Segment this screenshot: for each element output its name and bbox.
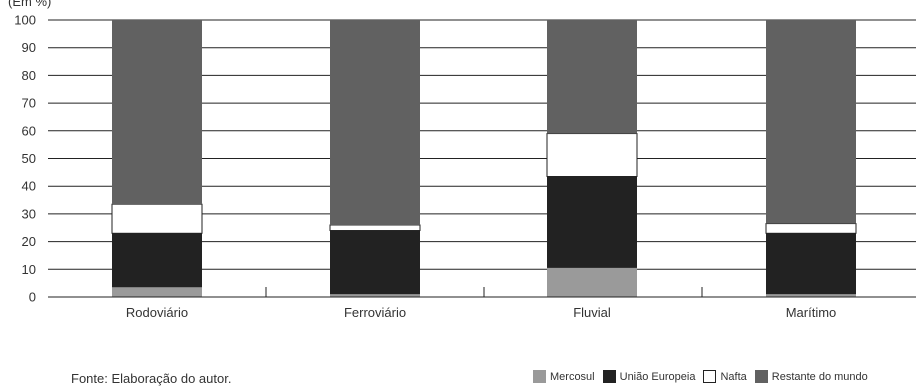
bar-segment: [112, 20, 202, 205]
legend-item: Nafta: [703, 370, 747, 383]
y-tick-label: 80: [22, 68, 36, 83]
bar-segment: [330, 230, 420, 295]
x-tick-label: Rodoviário: [126, 305, 188, 320]
bar-segment: [547, 176, 637, 268]
bar-segment: [112, 287, 202, 297]
y-tick-label: 20: [22, 234, 36, 249]
y-tick-label: 0: [29, 290, 36, 305]
legend-item: União Europeia: [602, 370, 696, 383]
bar-segment: [547, 20, 637, 134]
legend-swatch: [754, 370, 768, 383]
legend-label: Mercosul: [550, 370, 595, 383]
y-tick-labels: 0 10 20 30 40 50 60 70 80 90 100: [14, 13, 36, 305]
unit-label: (Em %): [8, 0, 52, 9]
bar-segment: [330, 294, 420, 297]
y-tick-label: 90: [22, 40, 36, 55]
y-tick-label: 50: [22, 151, 36, 166]
y-tick-label: 10: [22, 262, 36, 277]
legend-item: Mercosul: [533, 370, 595, 383]
bar-segment: [547, 267, 637, 297]
legend: Mercosul União Europeia Nafta Restante do m…: [533, 370, 876, 383]
y-tick-label: 60: [22, 123, 36, 138]
x-tick-label: Ferroviário: [344, 305, 406, 320]
bar-segment: [766, 233, 856, 295]
legend-item: Restante do mundo: [754, 370, 868, 383]
bar-segment: [766, 20, 856, 224]
x-tick-labels: Rodoviário Ferroviário Fluvial Marítimo: [126, 305, 836, 320]
legend-swatch: [602, 370, 616, 383]
bar-segment: [766, 294, 856, 297]
legend-label: Restante do mundo: [771, 370, 868, 383]
y-tick-label: 70: [22, 96, 36, 111]
source-note: Fonte: Elaboração do autor.: [71, 371, 232, 386]
x-tick-label: Fluvial: [573, 305, 611, 320]
bars: [111, 20, 857, 297]
bar-segment: [546, 133, 638, 178]
bar-segment: [330, 20, 420, 225]
bar-segment: [765, 223, 857, 234]
bar-segment: [329, 224, 421, 232]
y-tick-label: 40: [22, 179, 36, 194]
axes: [48, 287, 916, 298]
legend-swatch: [703, 370, 717, 383]
y-tick-label: 100: [14, 13, 36, 28]
bar-segment: [112, 233, 202, 288]
legend-label: União Europeia: [619, 370, 696, 383]
y-tick-label: 30: [22, 206, 36, 221]
x-tick-label: Marítimo: [786, 305, 837, 320]
bar-segment: [111, 203, 203, 234]
legend-label: Nafta: [720, 370, 747, 383]
legend-swatch: [533, 370, 546, 383]
